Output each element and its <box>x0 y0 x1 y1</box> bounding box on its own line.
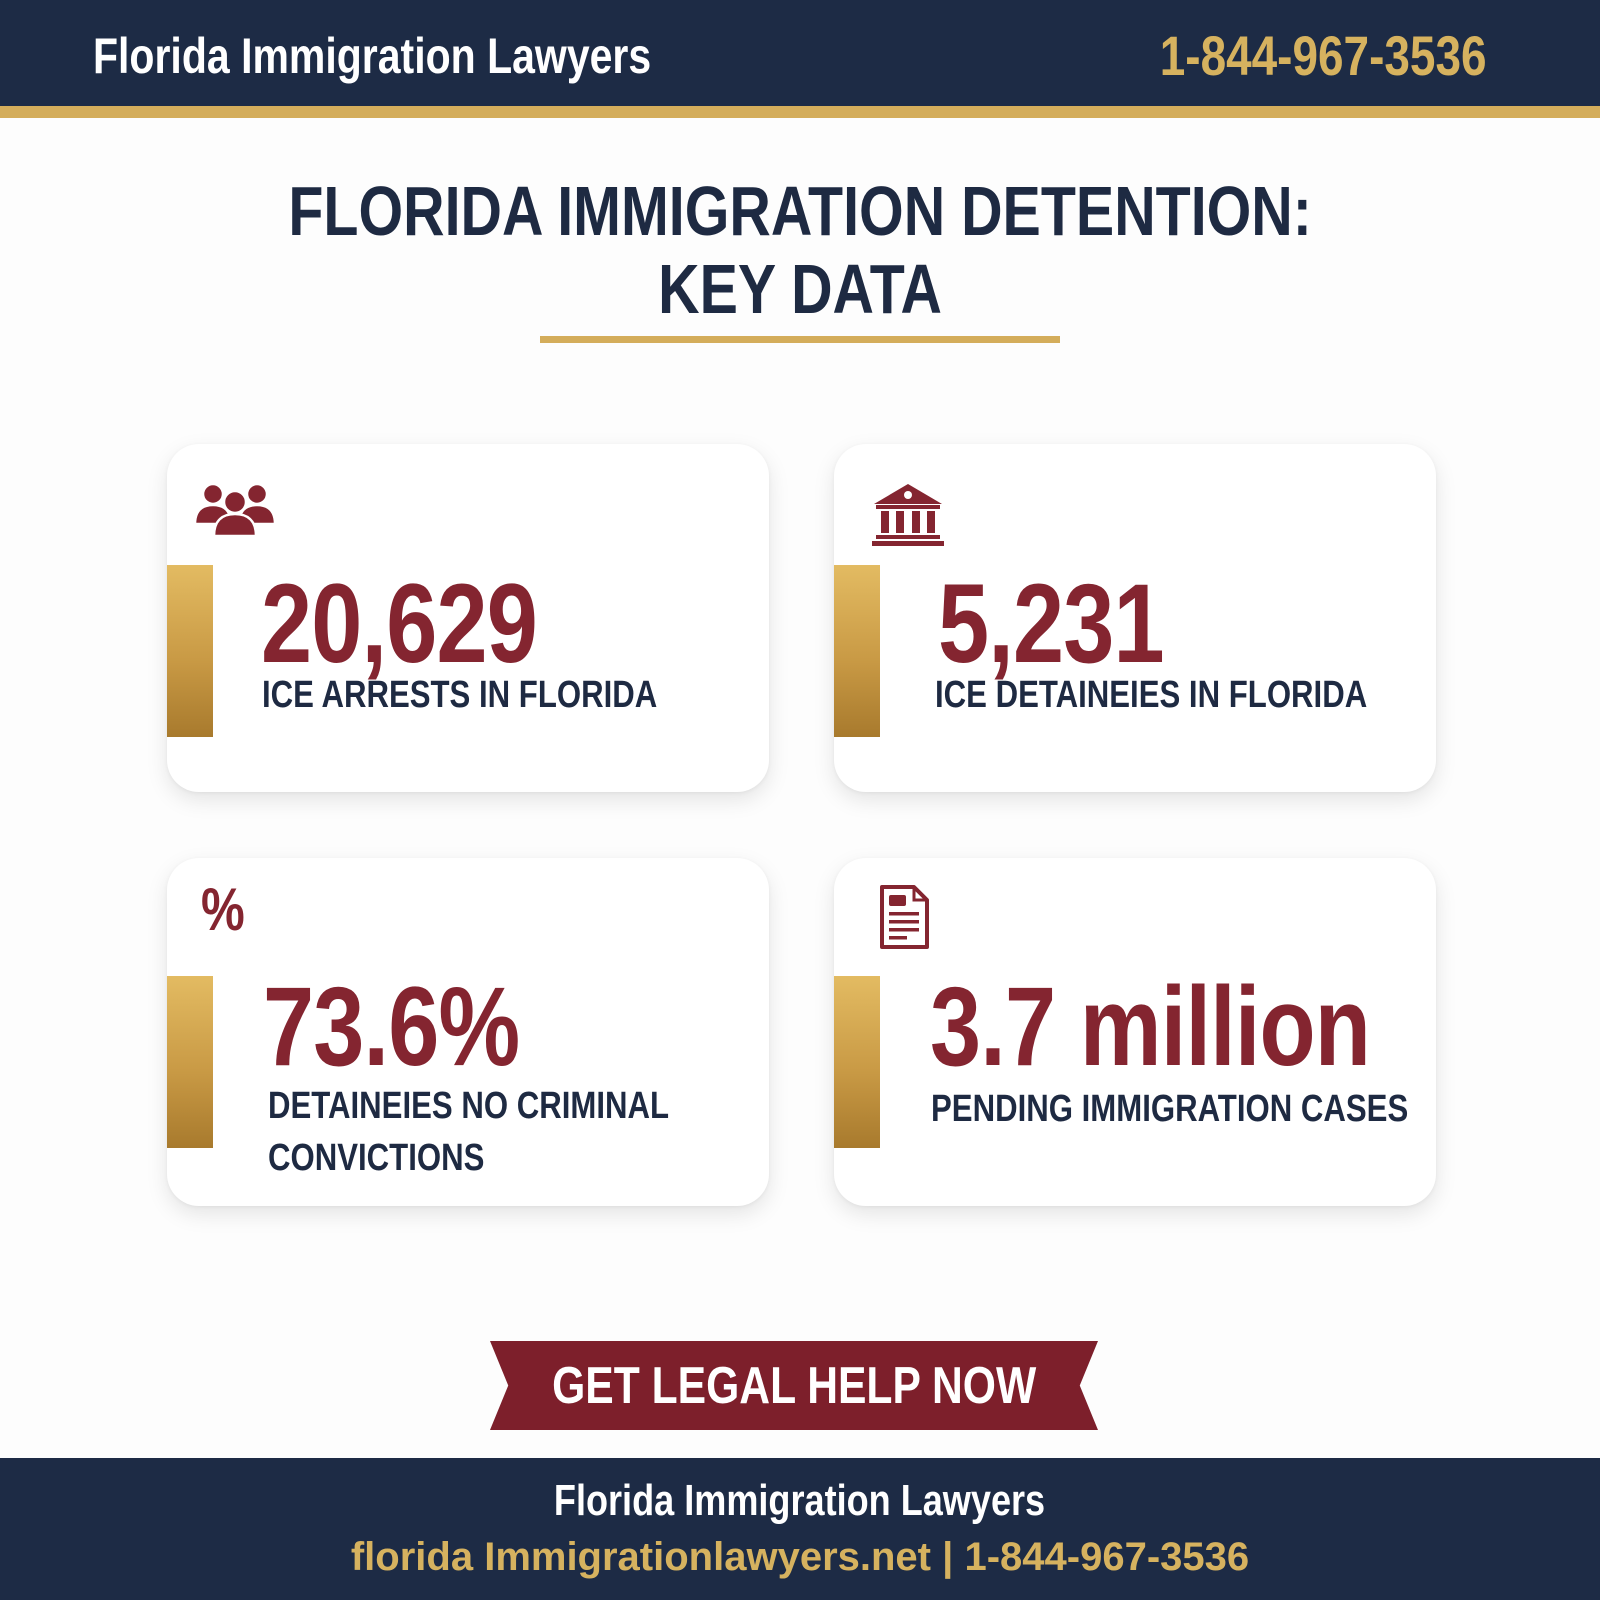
stat-card-pending-cases: 3.7 million PENDING IMMIGRATION CASES <box>834 858 1436 1206</box>
footer-separator: | <box>942 1535 954 1579</box>
stat-label: ICE ARRESTS IN FLORIDA <box>262 674 658 716</box>
stat-card-ice-arrests: 20,629 ICE ARRESTS IN FLORIDA <box>167 444 769 792</box>
stat-value: 5,231 <box>938 561 1165 686</box>
footer-phone-link[interactable]: 1-844-967-3536 <box>964 1535 1250 1579</box>
gold-accent-bar <box>167 565 213 737</box>
stat-card-ice-detainees: 5,231 ICE DETAINEIES IN FLORIDA <box>834 444 1436 792</box>
header-phone-link[interactable]: 1-844-967-3536 <box>1088 26 1487 86</box>
page-title-line2: KEY DATA <box>658 250 942 328</box>
title-divider <box>540 336 1060 343</box>
stat-value: 73.6% <box>263 964 520 1089</box>
document-icon <box>878 884 930 955</box>
footer-contact: florida Immigrationlawyers.net | 1-844-9… <box>0 1532 1600 1582</box>
header-phone-text: 1-844-967-3536 <box>1160 24 1487 87</box>
stat-label: PENDING IMMIGRATION CASES <box>931 1088 1409 1130</box>
percent-icon: % <box>201 876 245 943</box>
gold-accent-bar <box>167 976 213 1148</box>
footer-brand: Florida Immigration Lawyers <box>554 1476 1046 1525</box>
people-group-icon <box>193 480 277 541</box>
courthouse-icon <box>872 482 944 553</box>
gold-accent-bar <box>834 565 880 737</box>
header-gold-stripe <box>0 106 1600 118</box>
stat-card-no-criminal-convictions: % 73.6% DETAINEIES NO CRIMINAL CONVICTIO… <box>167 858 769 1206</box>
page-title-line1: FLORIDA IMMIGRATION DETENTION: <box>288 172 1312 250</box>
stat-value: 3.7 million <box>930 964 1371 1089</box>
page-title: FLORIDA IMMIGRATION DETENTION: KEY DATA <box>0 172 1600 328</box>
footer-website-link[interactable]: florida Immigrationlawyers.net <box>350 1535 931 1579</box>
footer-bar: Florida Immigration Lawyers florida Immi… <box>0 1458 1600 1600</box>
gold-accent-bar <box>834 976 880 1148</box>
get-legal-help-button[interactable]: GET LEGAL HELP NOW <box>490 1341 1098 1430</box>
cta-label: GET LEGAL HELP NOW <box>551 1356 1037 1415</box>
header-bar: Florida Immigration Lawyers 1-844-967-35… <box>0 0 1600 106</box>
stat-value: 20,629 <box>261 561 538 686</box>
stat-label: ICE DETAINEIES IN FLORIDA <box>935 674 1368 716</box>
header-brand-text: Florida Immigration Lawyers <box>93 28 652 84</box>
stat-label: DETAINEIES NO CRIMINAL CONVICTIONS <box>268 1085 670 1179</box>
header-brand: Florida Immigration Lawyers <box>93 28 774 84</box>
